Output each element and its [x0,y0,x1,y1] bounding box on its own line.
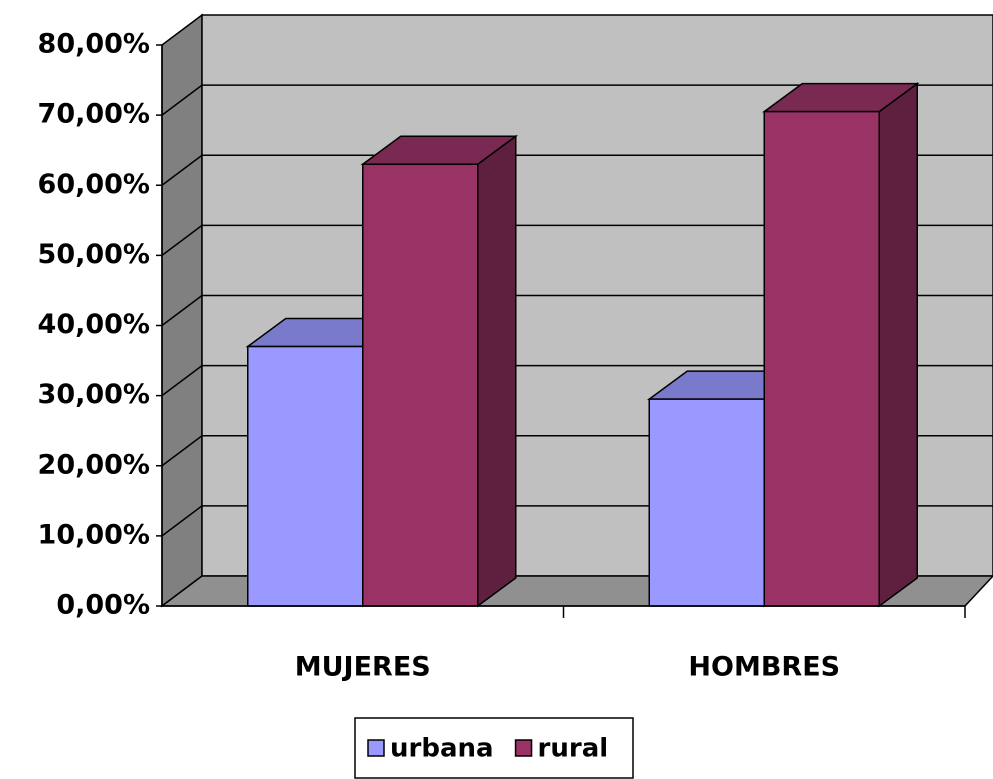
y-tick-label: 50,00% [38,239,150,270]
grid-line [161,154,993,186]
y-tick-label: 40,00% [38,309,150,340]
bar-side [477,134,517,608]
bar [648,398,765,607]
bar [763,110,880,607]
legend-label: urbana [390,734,494,764]
y-tick-label: 10,00% [38,519,150,550]
y-tick-label: 70,00% [38,99,150,130]
y-tick-label: 20,00% [38,449,150,480]
bar [247,345,364,607]
grid-line [161,364,993,397]
bars [245,82,920,608]
bar-side [878,82,918,608]
bar [362,163,479,607]
legend [354,717,634,779]
y-tick-label: 30,00% [38,379,150,410]
legend-swatch [514,739,533,757]
y-tick-label: 60,00% [38,169,150,200]
grid-line [161,84,993,116]
grid-line [161,294,993,327]
grid-line [161,224,993,256]
y-tick-label: 0,00% [56,590,150,621]
legend-items: urbana rural [367,734,609,764]
x-tick-label: MUJERES [295,652,431,683]
legend-swatch [367,739,385,757]
x-tick-label: HOMBRES [688,652,840,683]
legend-label: rural [538,734,609,764]
y-tick-label: 80,00% [38,29,150,60]
